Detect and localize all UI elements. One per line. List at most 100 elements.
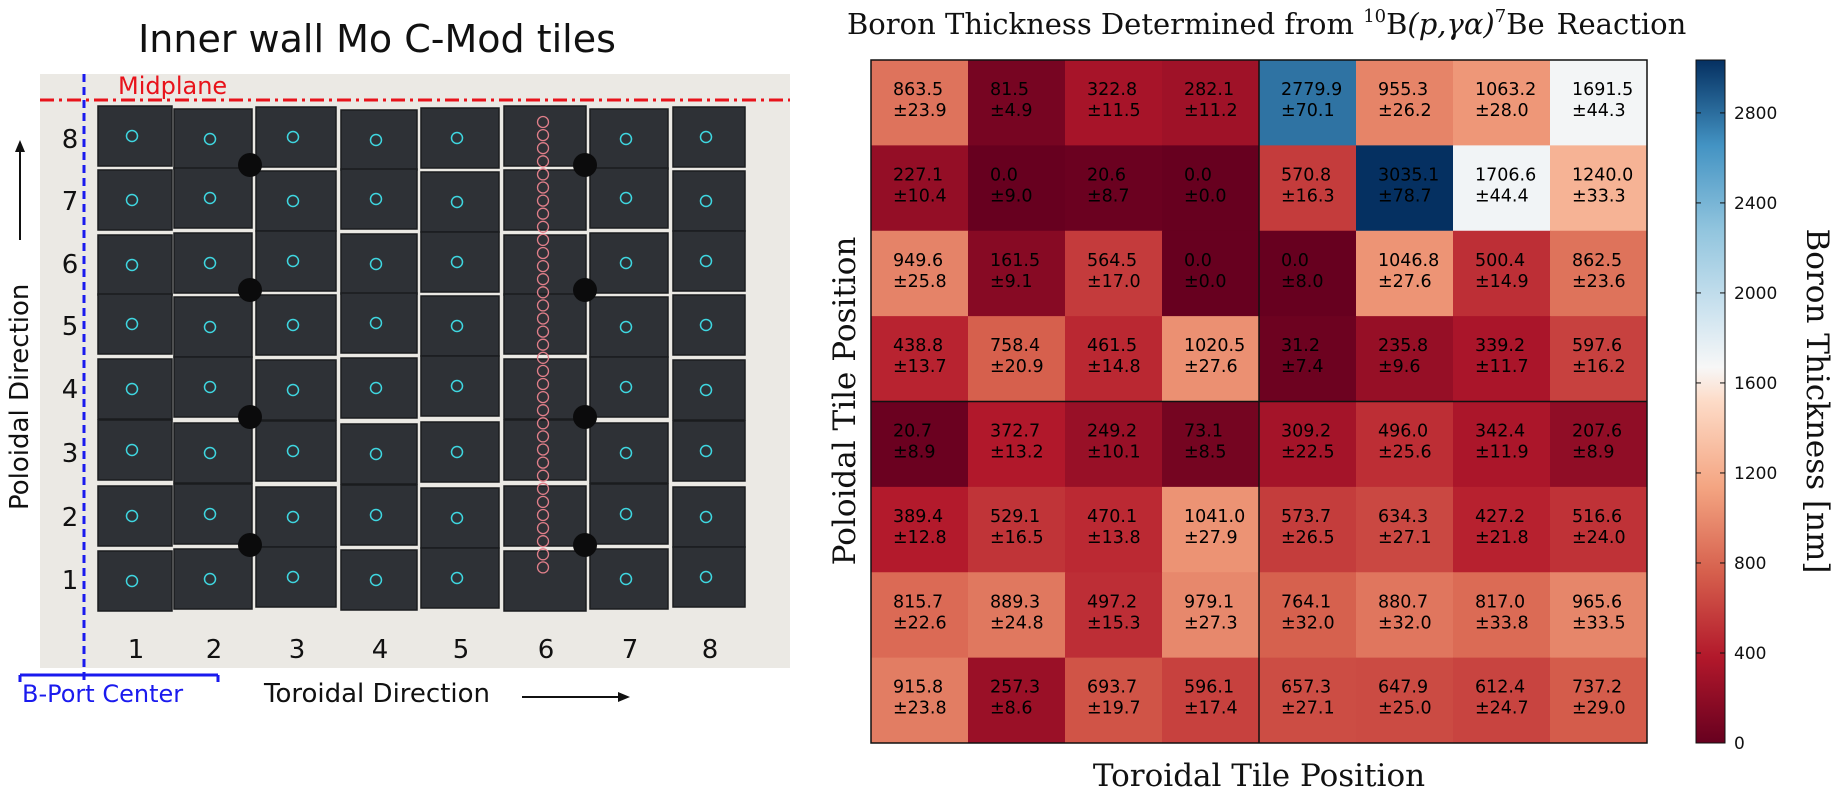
- cell-value-label: 20.7: [893, 422, 932, 442]
- heatmap-cell: [1550, 486, 1648, 573]
- cell-error-label: ±8.5: [1184, 443, 1227, 463]
- cell-value-label: 500.4: [1475, 251, 1525, 271]
- tile-r5-c7: [589, 296, 669, 358]
- column6-marker: [536, 207, 550, 220]
- cell-error-label: ±16.2: [1572, 357, 1626, 377]
- measurement-marker: [369, 447, 383, 461]
- port-bracket: [18, 673, 220, 682]
- measurement-marker: [369, 508, 383, 522]
- colorbar-ticks: 0 400 800 1200 1600 2000 2400 2800: [1696, 104, 1777, 754]
- cell-value-label: 235.8: [1378, 336, 1428, 356]
- column6-marker: [536, 535, 550, 548]
- cell-value-label: 693.7: [1087, 678, 1137, 698]
- cell-value-label: 634.3: [1378, 507, 1428, 527]
- tile-r2-c3: [255, 486, 337, 548]
- cell-value-label: 227.1: [893, 165, 943, 185]
- cell-error-label: ±20.9: [990, 357, 1044, 377]
- heatmap-cell: [1550, 401, 1648, 488]
- column6-marker: [536, 246, 550, 260]
- column-number-label: 3: [289, 635, 306, 665]
- midplane-label: Midplane: [118, 72, 227, 100]
- cell-error-label: ±8.0: [1281, 272, 1324, 292]
- cell-value-label: 647.9: [1378, 678, 1428, 698]
- cell-error-label: ±8.7: [1087, 186, 1130, 206]
- measurement-marker: [369, 573, 383, 587]
- cell-error-label: ±25.6: [1378, 443, 1432, 463]
- tile-r5-c3: [255, 294, 337, 356]
- cell-error-label: ±10.1: [1087, 443, 1141, 463]
- measurement-marker: [619, 507, 633, 521]
- heatmap-cell: [1550, 60, 1648, 146]
- cell-value-label: 1706.6: [1475, 165, 1536, 185]
- column6-marker: [536, 233, 550, 247]
- cell-value-label: 2779.9: [1281, 80, 1342, 100]
- tile-r3-c7: [589, 422, 669, 484]
- tile-r1-c5: [420, 547, 500, 609]
- tile-r2-c4: [340, 484, 418, 546]
- measurement-marker: [619, 446, 633, 460]
- cell-error-label: ±11.2: [1184, 101, 1238, 121]
- measurement-marker: [203, 132, 217, 146]
- cell-error-label: ±24.7: [1475, 699, 1529, 719]
- cell-value-label: 889.3: [990, 592, 1040, 612]
- row-number-label: 4: [62, 375, 79, 405]
- heatmap-cell: [1065, 145, 1163, 232]
- measurement-marker: [450, 379, 464, 393]
- heatmap-cell: [1550, 145, 1648, 232]
- cell-error-label: ±78.7: [1378, 186, 1432, 206]
- row-number-label: 7: [62, 187, 79, 217]
- cell-error-label: ±12.8: [893, 528, 947, 548]
- heatmap-cell: [968, 316, 1066, 402]
- column6-marker: [536, 194, 550, 207]
- heatmap-cell: [1259, 486, 1357, 573]
- cell-value-label: 564.5: [1087, 251, 1137, 271]
- cell-value-label: 1046.8: [1378, 251, 1439, 271]
- measurement-marker: [369, 133, 383, 147]
- tile-r5-c1: [97, 293, 173, 355]
- measurement-marker: [450, 195, 464, 209]
- row-number-label: 1: [62, 566, 79, 596]
- cell-error-label: ±26.5: [1281, 528, 1335, 548]
- tile-r8-c6: [503, 105, 587, 167]
- measurement-marker: [450, 131, 464, 145]
- cell-error-label: ±23.6: [1572, 272, 1626, 292]
- measurement-marker: [699, 570, 713, 584]
- tile-r6-c2: [173, 232, 253, 294]
- cell-error-label: ±10.4: [893, 186, 947, 206]
- heatmap-cell: [1453, 657, 1551, 744]
- measurement-marker: [286, 254, 300, 268]
- measurement-marker: [369, 381, 383, 395]
- heatmap-cell: [1453, 145, 1551, 232]
- cell-error-label: ±16.3: [1281, 186, 1335, 206]
- chart-title: Boron Thickness Determined from 10B(p,γα…: [847, 6, 1686, 41]
- heatmap-cell: [968, 657, 1066, 744]
- column6-marker: [536, 404, 550, 417]
- tile-r7-c5: [420, 171, 500, 233]
- cell-error-label: ±15.3: [1087, 613, 1141, 633]
- heatmap-cell: [968, 230, 1066, 317]
- measurement-marker: [699, 130, 713, 144]
- column6-marker: [536, 181, 550, 194]
- cell-value-label: 737.2: [1572, 678, 1622, 698]
- tile-r8-c5: [420, 107, 500, 169]
- tile-r2-c6: [503, 485, 587, 547]
- heatmap-cell: [1453, 572, 1551, 659]
- heatmap-cell: [1259, 60, 1357, 146]
- bolt-hole: [238, 153, 262, 177]
- heatmap-cell: [1065, 486, 1163, 573]
- cell-value-label: 339.2: [1475, 336, 1525, 356]
- cell-value-label: 372.7: [990, 422, 1040, 442]
- tile-r7-c1: [97, 169, 173, 231]
- bolt-hole: [573, 278, 597, 302]
- heatmap-cell: [1162, 401, 1260, 488]
- tile-r6-c7: [589, 232, 669, 294]
- x-axis-label: Toroidal Tile Position: [1093, 758, 1425, 794]
- measurement-marker: [450, 255, 464, 269]
- tile-r2-c5: [420, 487, 500, 549]
- measurement-marker: [699, 194, 713, 208]
- measurement-marker: [125, 258, 139, 272]
- column6-marker: [536, 273, 550, 286]
- cell-error-label: ±23.9: [893, 101, 947, 121]
- chart-title-reaction: (p,γα): [1407, 7, 1494, 41]
- cell-value-label: 516.6: [1572, 507, 1622, 527]
